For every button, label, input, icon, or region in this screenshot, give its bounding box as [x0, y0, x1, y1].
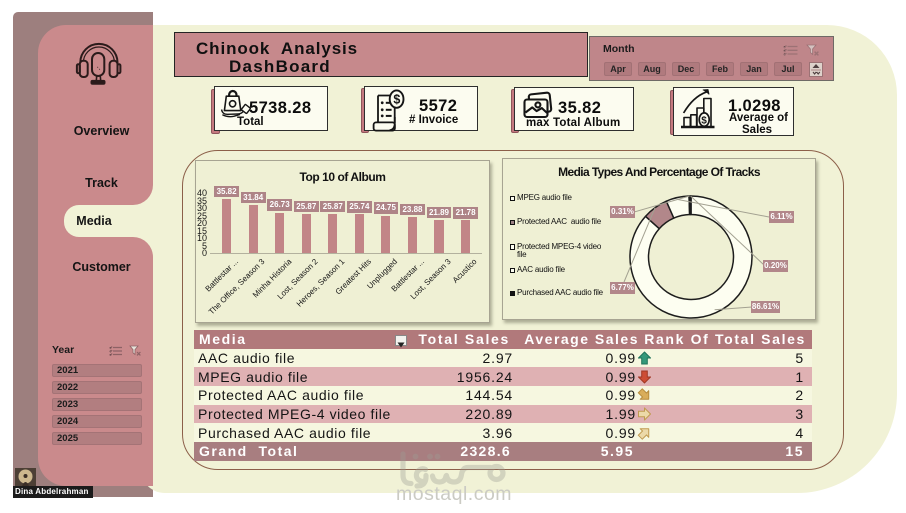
- svg-text:$: $: [701, 115, 707, 126]
- svg-text:$: $: [393, 93, 400, 107]
